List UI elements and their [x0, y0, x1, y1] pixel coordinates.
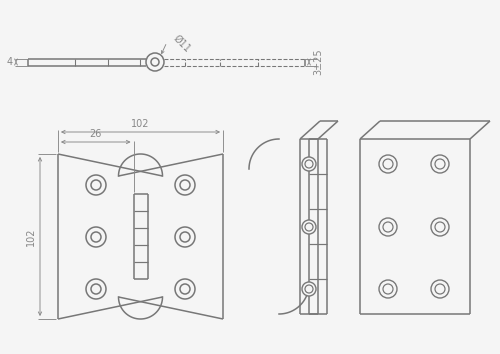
Circle shape	[146, 53, 164, 71]
Circle shape	[431, 155, 449, 173]
Circle shape	[91, 284, 101, 294]
Circle shape	[180, 284, 190, 294]
Circle shape	[302, 220, 316, 234]
Text: 3±25: 3±25	[313, 49, 323, 75]
Circle shape	[435, 159, 445, 169]
Circle shape	[151, 58, 159, 66]
Circle shape	[86, 175, 106, 195]
Circle shape	[180, 232, 190, 242]
Circle shape	[383, 222, 393, 232]
Circle shape	[91, 180, 101, 190]
Circle shape	[435, 284, 445, 294]
Circle shape	[175, 175, 195, 195]
Circle shape	[302, 282, 316, 296]
Circle shape	[180, 180, 190, 190]
Circle shape	[379, 155, 397, 173]
Text: Ø11: Ø11	[171, 33, 192, 55]
Circle shape	[379, 280, 397, 298]
Circle shape	[175, 227, 195, 247]
Text: 102: 102	[131, 119, 150, 129]
Circle shape	[383, 159, 393, 169]
Circle shape	[383, 284, 393, 294]
Circle shape	[86, 227, 106, 247]
Circle shape	[305, 223, 313, 231]
Text: 4: 4	[7, 57, 13, 67]
Text: 102: 102	[26, 227, 36, 246]
Circle shape	[302, 157, 316, 171]
Circle shape	[379, 218, 397, 236]
Circle shape	[305, 285, 313, 293]
Circle shape	[86, 279, 106, 299]
Circle shape	[175, 279, 195, 299]
Circle shape	[431, 218, 449, 236]
Text: 26: 26	[90, 129, 102, 139]
Circle shape	[91, 232, 101, 242]
Circle shape	[435, 222, 445, 232]
Circle shape	[431, 280, 449, 298]
Circle shape	[305, 160, 313, 168]
